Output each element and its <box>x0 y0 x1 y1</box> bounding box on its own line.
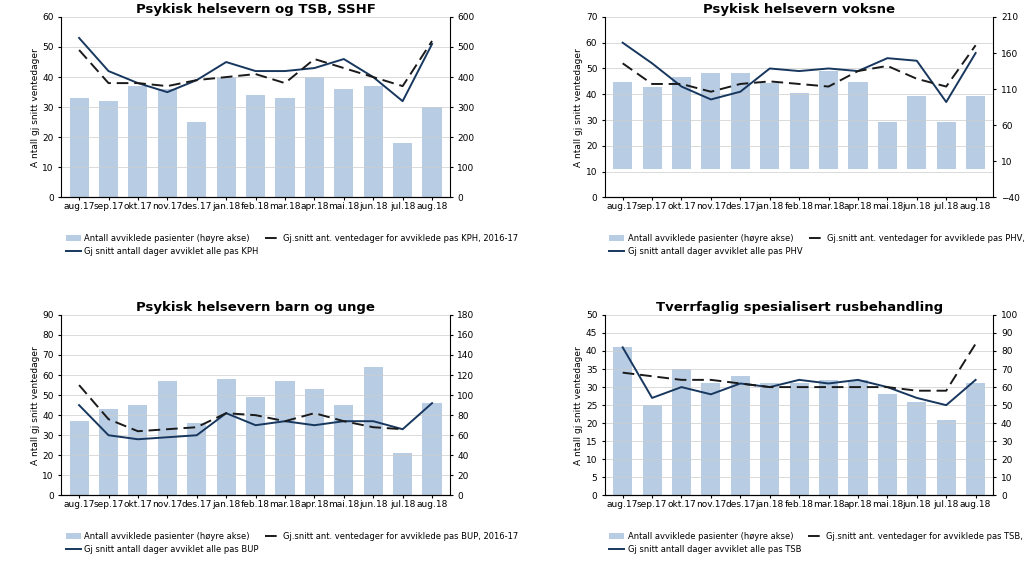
Bar <box>246 397 265 495</box>
Y-axis label: A ntall gj snitt ventedager: A ntall gj snitt ventedager <box>574 346 583 464</box>
Title: Psykisk helsevern og TSB, SSHF: Psykisk helsevern og TSB, SSHF <box>135 3 376 16</box>
Bar <box>364 86 383 198</box>
Y-axis label: A ntall gj snitt ventedager: A ntall gj snitt ventedager <box>31 346 40 464</box>
Bar <box>70 98 89 198</box>
Bar <box>790 383 809 495</box>
Bar <box>937 419 955 495</box>
Bar <box>819 380 838 495</box>
Bar <box>187 423 206 495</box>
Bar <box>672 77 691 168</box>
Bar <box>819 71 838 168</box>
Bar <box>878 122 897 168</box>
Bar <box>187 122 206 198</box>
Title: Tverrfaglig spesialisert rusbehandling: Tverrfaglig spesialisert rusbehandling <box>655 301 943 314</box>
Bar <box>642 87 662 168</box>
Bar <box>334 89 353 198</box>
Bar <box>99 101 118 198</box>
Bar <box>937 122 955 168</box>
Bar <box>158 381 177 495</box>
Title: Psykisk helsevern voksne: Psykisk helsevern voksne <box>703 3 895 16</box>
Bar <box>128 405 147 495</box>
Bar <box>275 381 295 495</box>
Bar <box>642 405 662 495</box>
Bar <box>423 107 441 198</box>
Bar <box>966 383 985 495</box>
Bar <box>305 389 324 495</box>
Bar <box>364 367 383 495</box>
Bar <box>966 96 985 168</box>
Bar <box>305 77 324 198</box>
Y-axis label: A ntall gj snitt ventedager: A ntall gj snitt ventedager <box>31 48 40 167</box>
Bar <box>672 369 691 495</box>
Bar <box>701 383 721 495</box>
Title: Psykisk helsevern barn og unge: Psykisk helsevern barn og unge <box>136 301 375 314</box>
Legend: Antall avviklede pasienter (høyre akse), Gj snitt antall dager avviklet alle pas: Antall avviklede pasienter (høyre akse),… <box>609 532 1024 555</box>
Bar <box>731 73 750 168</box>
Bar <box>158 89 177 198</box>
Bar <box>613 82 632 168</box>
Bar <box>907 96 927 168</box>
Bar <box>613 347 632 495</box>
Bar <box>760 83 779 168</box>
Bar <box>275 98 295 198</box>
Bar <box>217 77 236 198</box>
Bar <box>907 401 927 495</box>
Bar <box>760 383 779 495</box>
Y-axis label: A ntall gj snitt ventedager: A ntall gj snitt ventedager <box>574 48 583 167</box>
Bar <box>334 405 353 495</box>
Bar <box>246 95 265 198</box>
Bar <box>790 93 809 168</box>
Bar <box>701 73 721 168</box>
Bar <box>217 379 236 495</box>
Bar <box>423 403 441 495</box>
Bar <box>849 82 867 168</box>
Legend: Antall avviklede pasienter (høyre akse), Gj snitt antall dager avviklet alle pas: Antall avviklede pasienter (høyre akse),… <box>66 532 519 555</box>
Bar <box>99 409 118 495</box>
Bar <box>393 453 413 495</box>
Bar <box>878 394 897 495</box>
Legend: Antall avviklede pasienter (høyre akse), Gj snitt antall dager avviklet alle pas: Antall avviklede pasienter (høyre akse),… <box>66 234 518 256</box>
Bar <box>128 86 147 198</box>
Bar <box>393 144 413 198</box>
Bar <box>731 376 750 495</box>
Bar <box>70 421 89 495</box>
Legend: Antall avviklede pasienter (høyre akse), Gj snitt antall dager avviklet alle pas: Antall avviklede pasienter (høyre akse),… <box>609 234 1024 256</box>
Bar <box>849 380 867 495</box>
